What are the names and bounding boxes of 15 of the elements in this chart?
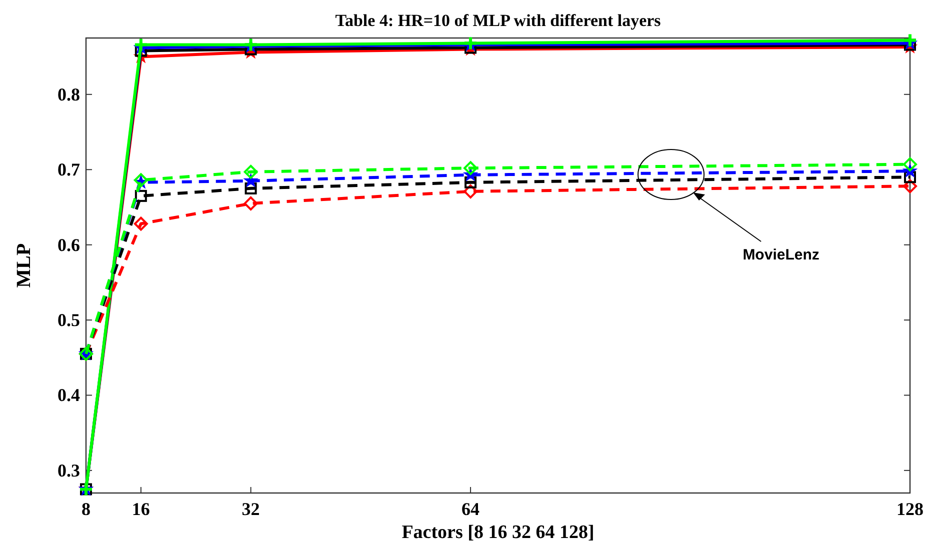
- y-tick-label: 0.6: [58, 234, 80, 255]
- y-tick-label: 0.8: [58, 84, 80, 104]
- y-axis-title: MLP: [13, 243, 35, 288]
- chart-title: Table 4: HR=10 of MLP with different layers: [335, 11, 662, 30]
- x-tick-label: 128: [896, 499, 924, 519]
- x-tick-label: 32: [242, 499, 260, 519]
- x-tick-label: 16: [132, 499, 150, 519]
- annotation: MovieLenz: [742, 246, 820, 264]
- x-axis-title: Factors [8 16 32 64 128]: [402, 522, 594, 543]
- y-tick-label: 0.4: [58, 385, 80, 406]
- y-tick-label: 0.7: [58, 160, 80, 180]
- x-tick-label: 8: [82, 499, 90, 519]
- y-tick-label: 0.3: [58, 460, 80, 480]
- y-tick-label: 0.5: [58, 310, 80, 330]
- x-tick-label: 64: [462, 499, 480, 519]
